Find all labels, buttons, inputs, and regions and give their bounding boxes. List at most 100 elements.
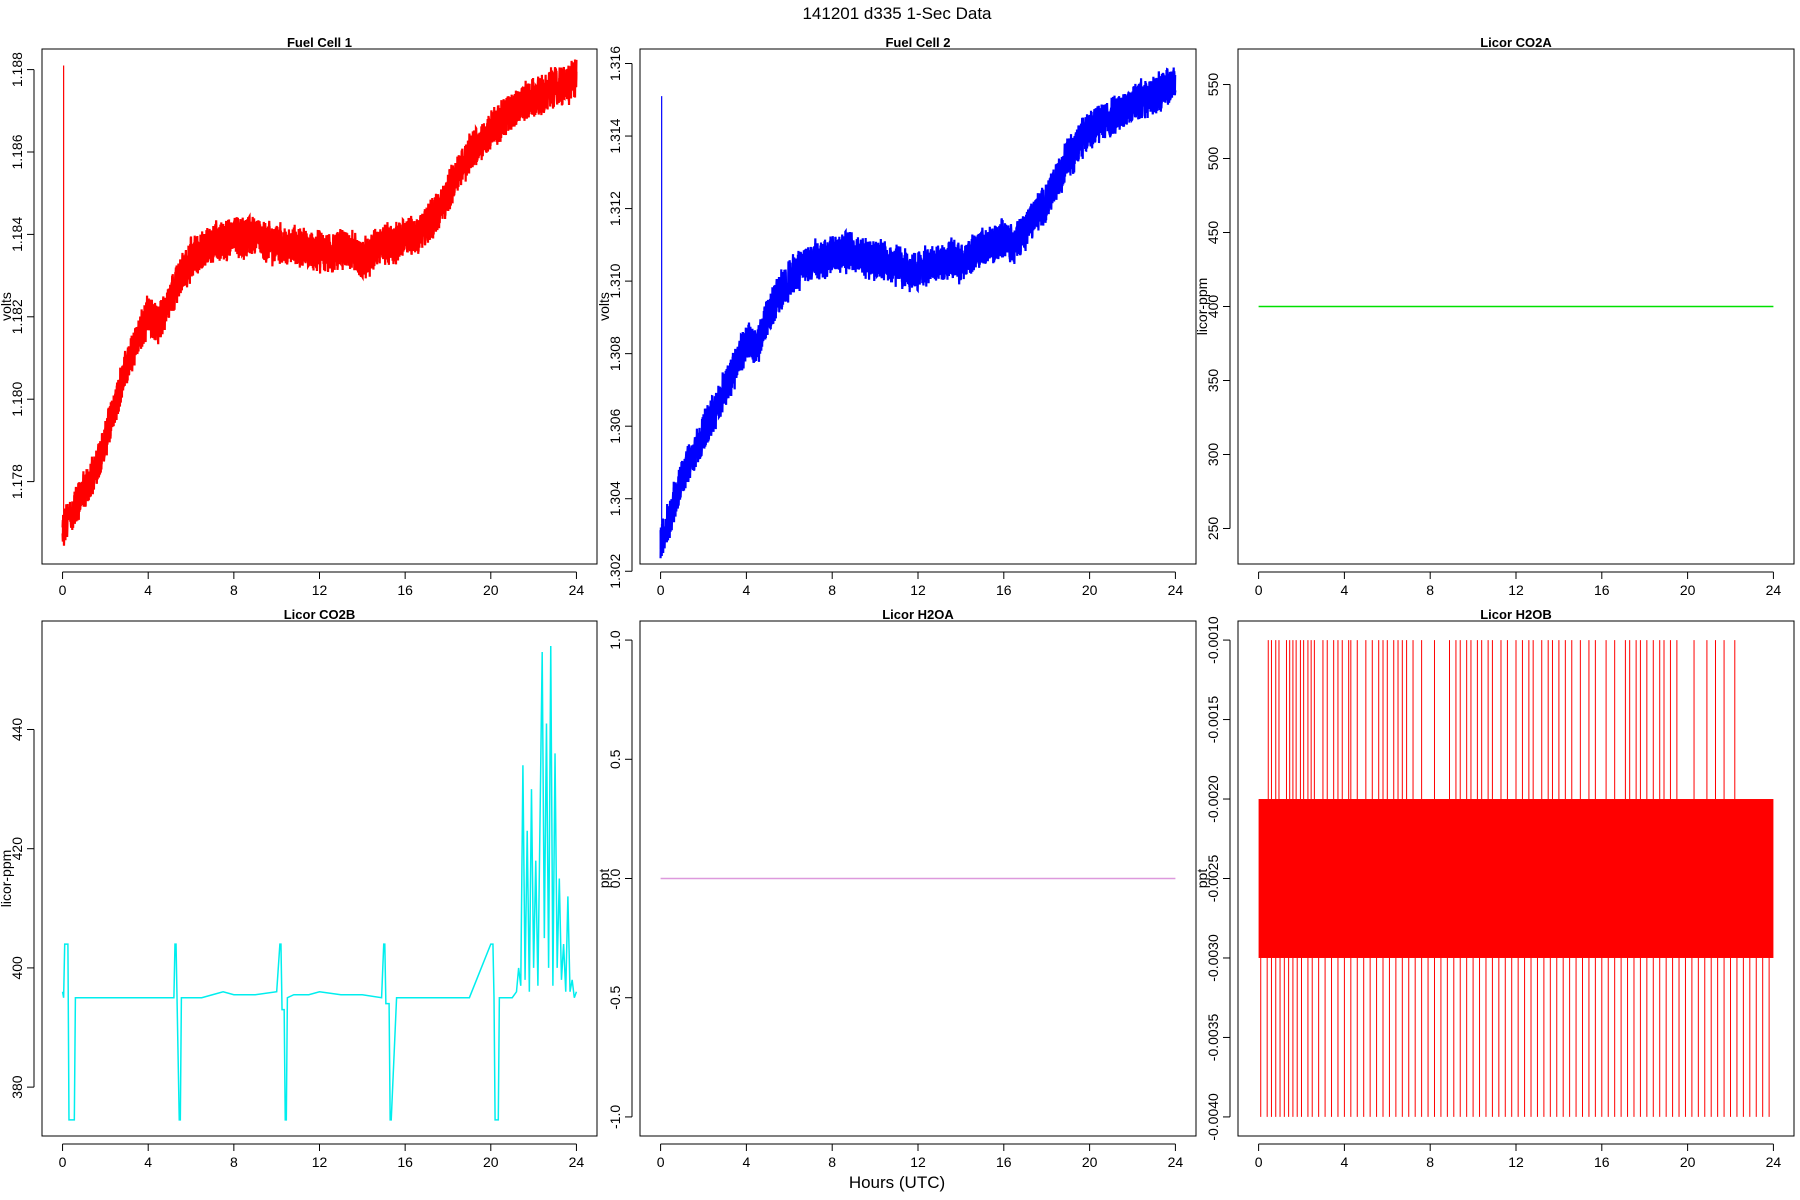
x-tick-label: 4 — [144, 1154, 152, 1170]
x-tick-label: 16 — [996, 1154, 1012, 1170]
y-axis-label: ppt — [1194, 869, 1210, 889]
panel-title: Fuel Cell 1 — [287, 35, 352, 50]
y-tick-label: 350 — [1205, 369, 1221, 393]
y-tick-label: 1.306 — [607, 408, 623, 443]
x-tick-label: 0 — [657, 582, 665, 598]
x-axis: 0 4 8 12 16 20 24 — [1255, 571, 1782, 598]
y-tick-label: 400 — [1205, 295, 1221, 319]
series-line — [659, 67, 1177, 559]
x-axis: 0 4 8 12 16 20 24 — [1255, 1143, 1782, 1170]
x-tick-label: 0 — [59, 1154, 67, 1170]
y-tick-label: 1.316 — [607, 46, 623, 81]
figure-title: 141201 d335 1-Sec Data — [802, 4, 992, 23]
x-tick-label: 24 — [1766, 582, 1782, 598]
x-tick-label: 12 — [910, 582, 926, 598]
y-axis: 1.302 1.304 1.306 1.308 1.310 1.312 1.314 1.316 — [607, 46, 633, 589]
x-tick-label: 24 — [569, 1154, 585, 1170]
x-tick-label: 12 — [312, 582, 328, 598]
y-tick-label: 250 — [1205, 517, 1221, 541]
x-tick-label: 0 — [1255, 1154, 1263, 1170]
series-band — [1258, 799, 1774, 958]
chart-panel: Fuel Cell 10 4 8 12 16 20 241.1781.1801.1821.1… — [0, 35, 598, 598]
x-tick-label: 16 — [996, 582, 1012, 598]
y-tick-label: 1.312 — [607, 191, 623, 226]
y-tick-label: 1.308 — [607, 336, 623, 371]
y-tick-label: -0.0035 — [1205, 1013, 1221, 1061]
panel-title: Licor CO2B — [284, 607, 356, 622]
x-tick-label: 12 — [1508, 582, 1524, 598]
x-tick-label: 12 — [910, 1154, 926, 1170]
panel-title: Licor H2OB — [1480, 607, 1552, 622]
x-tick-label: 16 — [397, 582, 413, 598]
x-tick-label: 24 — [1168, 1154, 1184, 1170]
x-tick-label: 4 — [144, 582, 152, 598]
panel-title: Licor H2OA — [882, 607, 954, 622]
x-tick-label: 4 — [1340, 582, 1348, 598]
series-line-noise — [659, 67, 1177, 557]
x-axis: 0 4 8 12 16 20 24 — [59, 571, 584, 598]
plot-data — [659, 67, 1177, 559]
x-tick-label: 20 — [483, 582, 499, 598]
plot-data — [61, 646, 578, 1121]
y-tick-label: 1.304 — [607, 481, 623, 516]
y-tick-label: -0.0010 — [1205, 616, 1221, 664]
y-tick-label: 420 — [9, 837, 25, 861]
y-tick-label: -1.0 — [607, 1105, 623, 1129]
x-tick-label: 16 — [1594, 1154, 1610, 1170]
y-tick-label: -0.0040 — [1205, 1093, 1221, 1141]
y-axis-label: volts — [0, 292, 14, 321]
y-axis-label: ppt — [596, 869, 612, 889]
panel-title: Licor CO2A — [1480, 35, 1552, 50]
x-tick-label: 20 — [1680, 582, 1696, 598]
x-tick-label: 8 — [1426, 582, 1434, 598]
y-tick-label: 1.310 — [607, 263, 623, 298]
x-tick-label: 12 — [312, 1154, 328, 1170]
x-tick-label: 4 — [742, 1154, 750, 1170]
y-axis: 250 300 350 400 450 500 550 — [1205, 73, 1231, 541]
plot-frame — [41, 620, 598, 1137]
plot-frame — [41, 48, 598, 565]
y-axis: 1.178 1.180 1.182 1.184 1.186 1.188 — [9, 52, 35, 499]
y-tick-label: 1.184 — [9, 217, 25, 252]
x-tick-label: 0 — [59, 582, 67, 598]
x-tick-label: 0 — [657, 1154, 665, 1170]
x-tick-label: 20 — [1082, 582, 1098, 598]
chart-panel: Licor CO2B 0 4 8 12 16 20 24 380 400 420 440 licor-p… — [0, 607, 598, 1170]
x-tick-label: 24 — [1168, 582, 1184, 598]
figure-x-axis-label: Hours (UTC) — [849, 1173, 945, 1192]
y-tick-label: -0.0030 — [1205, 934, 1221, 982]
series-line-noise — [61, 62, 578, 546]
y-tick-label: 550 — [1205, 73, 1221, 97]
y-axis-label: licor-ppm — [0, 850, 14, 908]
series-line — [61, 646, 578, 1121]
y-tick-label: 1.0 — [607, 630, 623, 650]
panel-grid: Fuel Cell 10 4 8 12 16 20 241.1781.1801.1821.1… — [0, 35, 1795, 1170]
x-tick-label: 8 — [230, 1154, 238, 1170]
x-tick-label: 24 — [1766, 1154, 1782, 1170]
y-tick-label: 0.5 — [607, 749, 623, 769]
y-tick-label: 1.314 — [607, 118, 623, 153]
y-tick-label: -0.5 — [607, 985, 623, 1009]
chart-panel: Fuel Cell 20 4 8 12 16 20 241.3021.3041.3061.3… — [596, 35, 1197, 598]
y-tick-label: 500 — [1205, 147, 1221, 171]
y-tick-label: 1.178 — [9, 464, 25, 499]
y-tick-label: 0.0 — [607, 869, 623, 889]
x-tick-label: 20 — [1082, 1154, 1098, 1170]
plot-data — [61, 59, 578, 546]
y-tick-label: 400 — [9, 956, 25, 980]
plot-frame — [1237, 48, 1795, 565]
plot-frame — [1237, 620, 1795, 1137]
y-tick-label: 380 — [9, 1075, 25, 1099]
y-tick-label: 440 — [9, 718, 25, 742]
y-tick-label: -0.0015 — [1205, 696, 1221, 744]
y-tick-label: -0.0020 — [1205, 775, 1221, 823]
y-tick-label: 1.182 — [9, 299, 25, 334]
x-tick-label: 8 — [230, 582, 238, 598]
y-tick-label: 300 — [1205, 443, 1221, 467]
x-tick-label: 20 — [483, 1154, 499, 1170]
x-tick-label: 16 — [397, 1154, 413, 1170]
y-axis: -0.0040 -0.0035 -0.0030 -0.0025 -0.0020 -0.00… — [1205, 616, 1231, 1141]
x-tick-label: 20 — [1680, 1154, 1696, 1170]
x-tick-label: 12 — [1508, 1154, 1524, 1170]
